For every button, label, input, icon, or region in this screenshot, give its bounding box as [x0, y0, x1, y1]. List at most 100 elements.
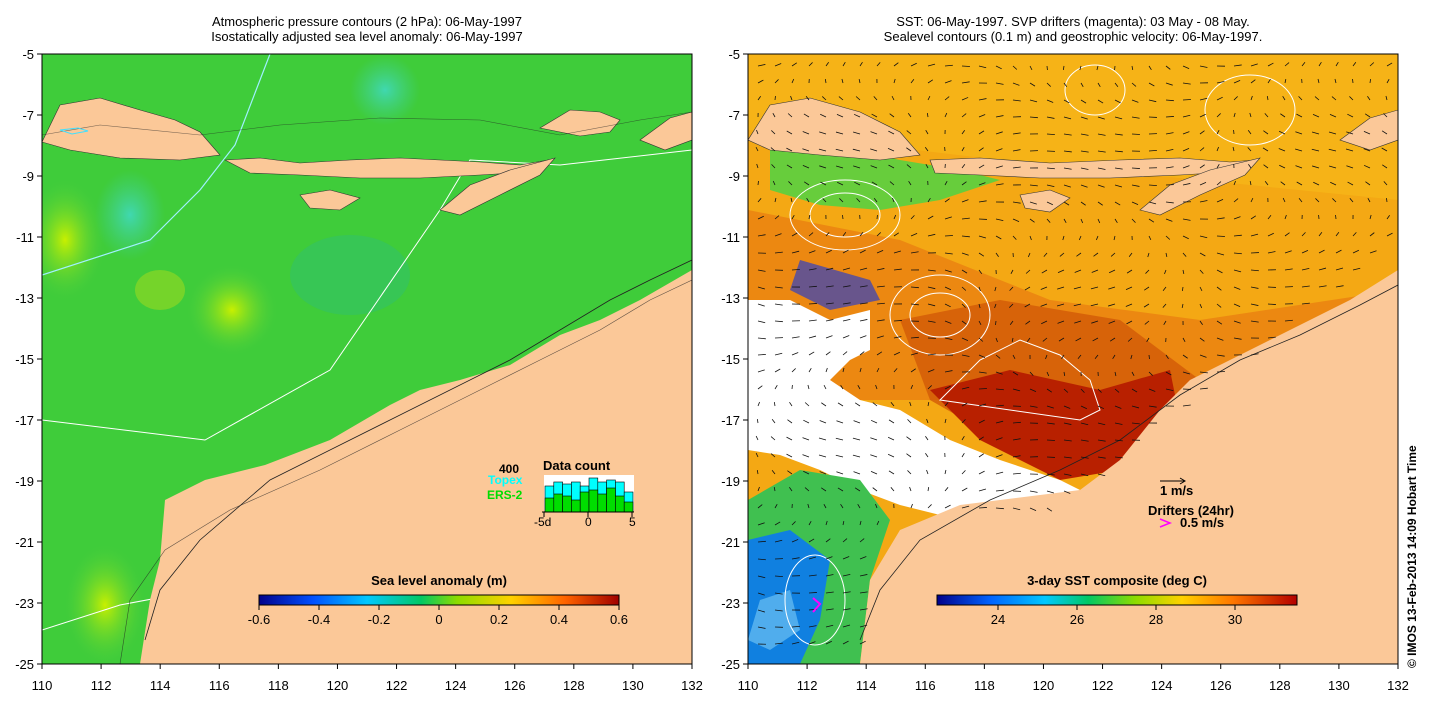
velocity-arrow — [961, 113, 967, 118]
velocity-arrow — [808, 538, 815, 543]
velocity-arrow — [1165, 252, 1168, 258]
velocity-arrow — [1318, 232, 1323, 237]
velocity-arrow — [876, 302, 885, 305]
velocity-arrow — [836, 420, 844, 424]
sealevel-contour — [789, 179, 901, 251]
velocity-arrow — [944, 286, 952, 291]
velocity-arrow — [1165, 354, 1169, 360]
velocity-arrow — [805, 96, 810, 101]
velocity-arrow — [1114, 167, 1123, 170]
velocity-arrow — [1012, 507, 1021, 511]
velocity-arrow — [1059, 252, 1065, 257]
velocity-arrow — [825, 640, 832, 645]
velocity-arrow — [790, 95, 793, 101]
lat-tick-label: -15 — [721, 352, 740, 367]
velocity-arrow — [961, 435, 965, 441]
velocity-arrow — [1090, 303, 1099, 307]
velocity-arrow — [961, 164, 966, 169]
velocity-arrow — [888, 130, 895, 135]
velocity-arrow — [978, 98, 987, 101]
lat-tick-label: -11 — [16, 230, 34, 245]
velocity-arrow — [1165, 65, 1171, 70]
velocity-arrow — [978, 65, 987, 69]
velocity-arrow — [1029, 184, 1038, 187]
velocity-arrow — [1233, 96, 1238, 101]
velocity-arrow — [1216, 217, 1225, 220]
velocity-arrow — [1267, 62, 1274, 67]
velocity-arrow — [961, 97, 969, 101]
velocity-arrow — [1080, 99, 1087, 104]
velocity-arrow — [1063, 184, 1071, 188]
velocity-arrow — [1012, 438, 1021, 441]
velocity-arrow — [852, 437, 861, 441]
data-count-tick-neg: -5d — [534, 515, 552, 529]
velocity-arrow — [791, 336, 800, 339]
lat-tick-label: -19 — [15, 474, 34, 489]
ers-bar — [562, 495, 572, 513]
velocity-arrow — [853, 113, 861, 118]
velocity-arrow — [774, 384, 778, 390]
velocity-arrow — [774, 642, 783, 645]
data-count-title: Data count — [543, 458, 611, 473]
velocity-arrow — [1163, 320, 1167, 326]
velocity-arrow — [1148, 405, 1157, 408]
velocity-arrow — [853, 165, 861, 169]
velocity-arrow — [790, 197, 793, 203]
velocity-arrow — [1199, 97, 1208, 101]
sealevel-contour — [784, 554, 846, 646]
velocity-arrow — [774, 503, 778, 509]
ers-bar — [553, 493, 563, 513]
velocity-arrow — [927, 215, 934, 220]
colorbar-tick-label: 26 — [1070, 612, 1084, 627]
velocity-arrow — [835, 148, 844, 152]
velocity-arrow — [1216, 199, 1224, 203]
velocity-arrow — [808, 574, 817, 577]
velocity-arrow — [1074, 269, 1082, 273]
velocity-arrow — [771, 419, 776, 424]
velocity-arrow — [822, 198, 827, 203]
velocity-arrow — [1247, 147, 1252, 152]
velocity-arrow — [1114, 405, 1122, 409]
ers-bar — [597, 493, 607, 513]
velocity-arrow — [840, 503, 844, 509]
velocity-arrow — [1093, 252, 1099, 257]
velocity-arrow — [770, 453, 776, 458]
velocity-arrow — [1062, 65, 1065, 71]
velocity-arrow — [907, 419, 912, 424]
velocity-arrow — [1216, 146, 1219, 152]
velocity-arrow — [1091, 269, 1099, 273]
velocity-arrow — [757, 320, 766, 324]
velocity-arrow — [978, 436, 984, 441]
velocity-arrow — [770, 436, 776, 441]
velocity-arrow — [1182, 183, 1191, 186]
velocity-arrow — [825, 302, 834, 305]
velocity-arrow — [1114, 150, 1123, 153]
velocity-arrow — [757, 609, 765, 613]
velocity-arrow — [870, 148, 878, 152]
velocity-arrow — [1073, 303, 1082, 307]
lon-tick-label: 132 — [1387, 678, 1409, 693]
velocity-arrow — [791, 368, 796, 373]
velocity-arrow — [944, 320, 952, 324]
velocity-arrow — [1328, 148, 1337, 152]
velocity-arrow — [1012, 235, 1017, 240]
velocity-arrow — [1114, 218, 1118, 224]
velocity-arrow — [821, 402, 827, 407]
velocity-arrow — [1029, 405, 1038, 408]
velocity-arrow — [1248, 163, 1252, 169]
velocity-arrow — [757, 269, 766, 272]
velocity-arrow — [994, 303, 997, 309]
velocity-arrow — [1110, 252, 1116, 257]
velocity-arrow — [840, 384, 844, 390]
velocity-arrow — [927, 269, 936, 272]
velocity-arrow — [1352, 78, 1354, 84]
velocity-arrow — [1199, 286, 1203, 292]
velocity-arrow — [1114, 422, 1123, 425]
velocity-arrow — [835, 437, 844, 441]
velocity-arrow — [1029, 507, 1037, 511]
velocity-arrow — [1199, 235, 1208, 239]
velocity-arrow — [1148, 82, 1155, 87]
velocity-arrow — [773, 401, 776, 407]
velocity-arrow — [808, 592, 817, 594]
colorbar-tick-label: 24 — [991, 612, 1005, 627]
